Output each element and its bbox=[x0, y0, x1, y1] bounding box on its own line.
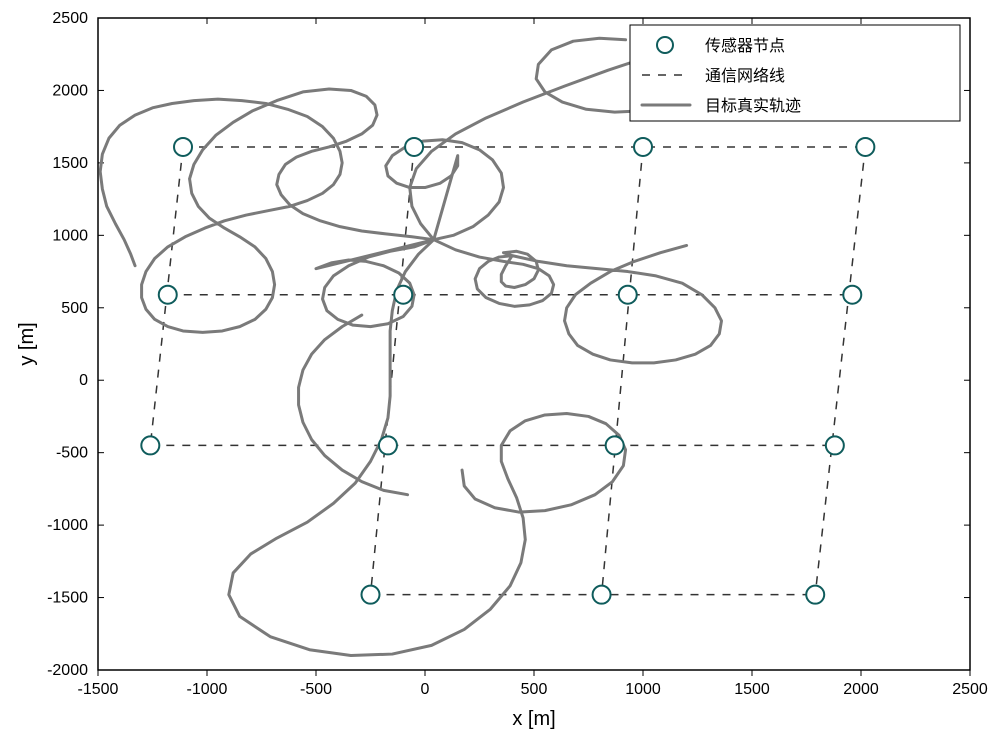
xtick-label: -1500 bbox=[78, 681, 119, 698]
xtick-label: -500 bbox=[300, 681, 332, 698]
sensor-node bbox=[606, 436, 624, 454]
legend-label: 通信网络线 bbox=[705, 66, 785, 85]
ytick-label: -500 bbox=[56, 445, 88, 462]
network-line bbox=[602, 147, 643, 595]
xtick-label: 2500 bbox=[952, 681, 988, 698]
sensor-node bbox=[634, 138, 652, 156]
legend-label: 目标真实轨迹 bbox=[705, 97, 801, 115]
ytick-label: 0 bbox=[79, 372, 88, 389]
y-axis-label: y [m] bbox=[16, 322, 38, 365]
ytick-label: -1000 bbox=[47, 517, 88, 534]
plot-svg: -1500 -1000 -500 0 500 1000 1500 2000 2500 -2000 -… bbox=[0, 0, 1000, 741]
ytick-label: 1500 bbox=[52, 155, 88, 172]
sensor-node bbox=[394, 286, 412, 304]
sensor-node bbox=[843, 286, 861, 304]
x-axis-label: x [m] bbox=[512, 708, 555, 730]
sensor-node bbox=[593, 586, 611, 604]
sensor-node bbox=[174, 138, 192, 156]
xtick-label: 0 bbox=[421, 681, 430, 698]
sensor-node bbox=[379, 436, 397, 454]
ytick-label: 2500 bbox=[52, 10, 88, 27]
ytick-label: 2000 bbox=[52, 82, 88, 99]
trajectory bbox=[100, 89, 721, 363]
xtick-label: 500 bbox=[521, 681, 548, 698]
xtick-label: 1500 bbox=[734, 681, 770, 698]
sensor-node bbox=[362, 586, 380, 604]
ytick-label: 500 bbox=[61, 300, 88, 317]
network-line bbox=[371, 147, 415, 595]
legend-label: 传感器节点 bbox=[705, 37, 785, 55]
ytick-label: 1000 bbox=[52, 227, 88, 244]
sensor-node bbox=[826, 436, 844, 454]
trajectory bbox=[229, 240, 626, 656]
sensor-node bbox=[159, 286, 177, 304]
xtick-label: 2000 bbox=[843, 681, 879, 698]
chart-container: -1500 -1000 -500 0 500 1000 1500 2000 2500 -2000 -… bbox=[0, 0, 1000, 741]
sensor-node bbox=[619, 286, 637, 304]
sensor-node bbox=[141, 436, 159, 454]
network-line bbox=[815, 147, 865, 595]
sensor-node bbox=[856, 138, 874, 156]
ytick-label: -2000 bbox=[47, 662, 88, 679]
legend-marker-icon bbox=[657, 37, 673, 53]
sensor-node bbox=[806, 586, 824, 604]
xtick-label: 1000 bbox=[625, 681, 661, 698]
ytick-label: -1500 bbox=[47, 590, 88, 607]
sensor-node bbox=[405, 138, 423, 156]
xtick-label: -1000 bbox=[187, 681, 228, 698]
